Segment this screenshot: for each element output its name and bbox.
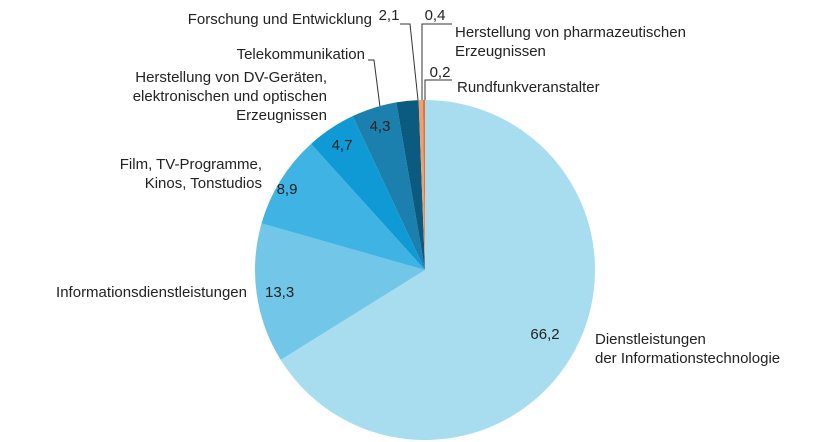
slice-label: Rundfunkveranstalter <box>457 79 600 96</box>
slice-label: Film, TV-Programme, Kinos, Tonstudios <box>120 156 262 192</box>
leader-line <box>400 23 419 101</box>
leader-line <box>368 59 381 108</box>
value-label: 13,3 <box>265 284 294 301</box>
leader-line <box>424 79 452 100</box>
pie-slice <box>311 116 425 270</box>
slice-label: Forschung und Entwicklung <box>188 11 372 28</box>
pie-slice <box>261 143 425 270</box>
slice-label: Telekommunikation <box>237 46 365 63</box>
value-label: 66,2 <box>530 326 559 343</box>
pie-slice <box>396 100 425 271</box>
value-label: 8,9 <box>277 181 298 198</box>
value-label: 2,1 <box>379 7 400 24</box>
leader-line <box>421 23 452 100</box>
value-label: 0,2 <box>430 64 451 81</box>
value-label: 4,7 <box>332 137 353 154</box>
pie-slice <box>255 223 425 360</box>
pie-slice <box>352 102 425 271</box>
pie-slice <box>418 100 425 270</box>
slice-label: Dienstleistungen der Informationstechnolo… <box>595 331 780 367</box>
value-label: 0,4 <box>425 7 446 24</box>
slice-label: Herstellung von pharmazeutischen Erzeugni… <box>455 24 686 60</box>
slice-label: Herstellung von DV-Geräten, elektronische… <box>133 69 327 124</box>
value-label: 4,3 <box>370 118 391 135</box>
pie-slice <box>280 100 595 440</box>
pie-slice <box>422 100 425 270</box>
slice-label: Informationsdienstleistungen <box>56 284 247 301</box>
